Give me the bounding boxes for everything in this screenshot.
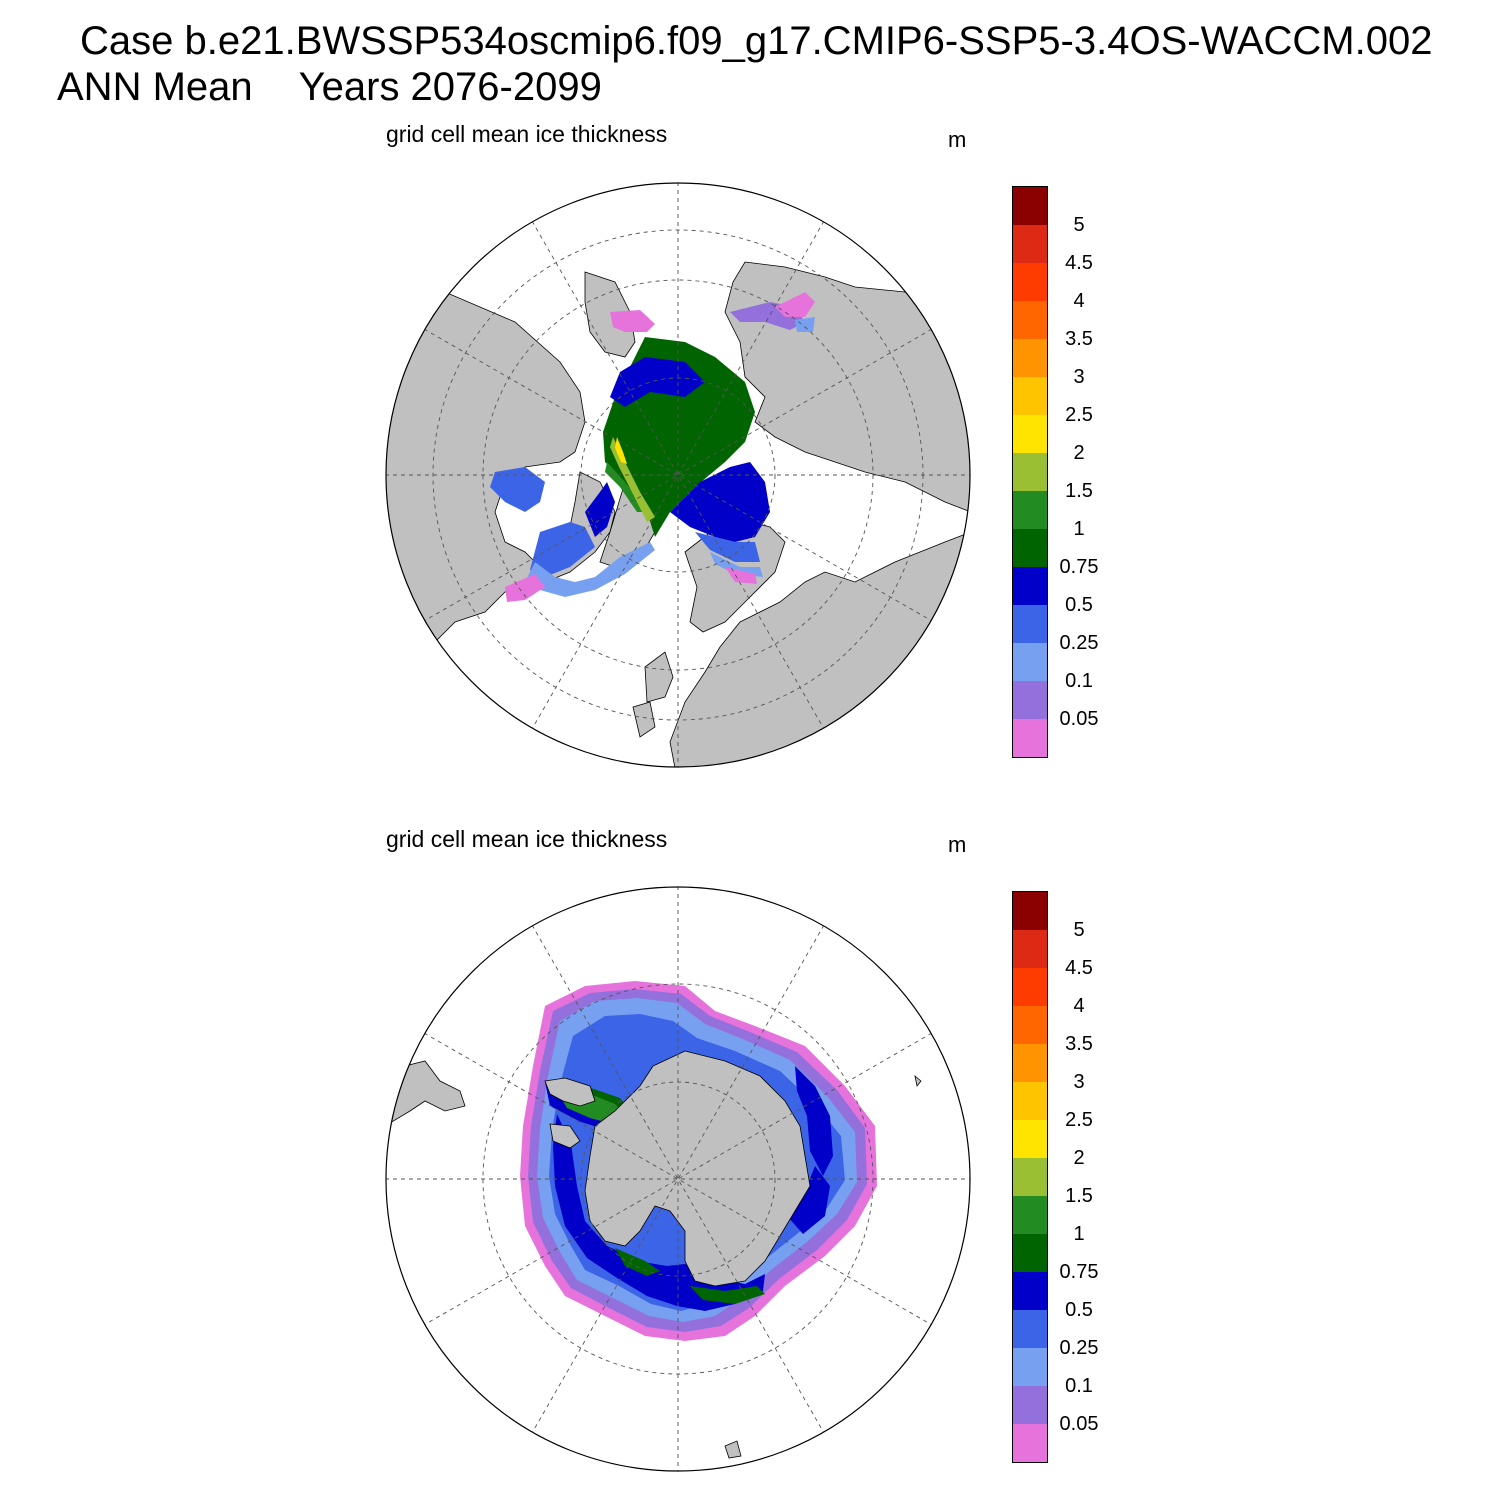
- colorbar-swatch: [1013, 263, 1047, 301]
- north-colorbar: [1012, 186, 1048, 758]
- colorbar-label: 4: [1073, 290, 1085, 312]
- south-panel-title: grid cell mean ice thickness: [386, 826, 668, 852]
- colorbar-swatch: [1013, 1424, 1047, 1462]
- north-polar-map: [385, 182, 971, 768]
- colorbar-swatch: [1013, 339, 1047, 377]
- south-colorbar: [1012, 891, 1048, 1463]
- colorbar-swatch: [1013, 1082, 1047, 1120]
- colorbar-label: 3: [1073, 1071, 1085, 1093]
- colorbar-label: 1.5: [1065, 480, 1093, 502]
- colorbar-swatch: [1013, 1044, 1047, 1082]
- colorbar-label: 0.25: [1059, 632, 1099, 654]
- years-label: Years 2076-2099: [298, 65, 602, 109]
- colorbar-swatch: [1013, 491, 1047, 529]
- colorbar-swatch: [1013, 1386, 1047, 1424]
- south-land: [386, 1050, 922, 1459]
- colorbar-label: 1.5: [1065, 1185, 1093, 1207]
- colorbar-label: 4.5: [1065, 957, 1093, 979]
- colorbar-label: 2.5: [1065, 1109, 1093, 1131]
- colorbar-swatch: [1013, 681, 1047, 719]
- case-title: Case b.e21.BWSSP534oscmip6.f09_g17.CMIP6…: [80, 19, 1433, 63]
- colorbar-swatch: [1013, 1272, 1047, 1310]
- colorbar-swatch: [1013, 930, 1047, 968]
- period-title: ANN Mean Years 2076-2099: [57, 64, 602, 110]
- colorbar-label: 1: [1073, 518, 1085, 540]
- colorbar-label: 2: [1073, 442, 1085, 464]
- colorbar-label: 2.5: [1065, 404, 1093, 426]
- colorbar-label: 0.05: [1059, 1413, 1099, 1435]
- colorbar-swatch: [1013, 301, 1047, 339]
- colorbar-label: 3.5: [1065, 328, 1093, 350]
- season-label: ANN Mean: [57, 65, 253, 109]
- colorbar-swatch: [1013, 1234, 1047, 1272]
- colorbar-label: 2: [1073, 1147, 1085, 1169]
- colorbar-swatch: [1013, 719, 1047, 757]
- colorbar-label: 5: [1073, 214, 1085, 236]
- colorbar-label: 0.5: [1065, 594, 1093, 616]
- colorbar-swatch: [1013, 187, 1047, 225]
- colorbar-label: 0.75: [1059, 1261, 1099, 1283]
- colorbar-swatch: [1013, 415, 1047, 453]
- colorbar-label: 3.5: [1065, 1033, 1093, 1055]
- colorbar-swatch: [1013, 1120, 1047, 1158]
- colorbar-swatch: [1013, 1348, 1047, 1386]
- colorbar-swatch: [1013, 643, 1047, 681]
- south-polar-map: [385, 886, 971, 1472]
- colorbar-label: 3: [1073, 366, 1085, 388]
- colorbar-swatch: [1013, 605, 1047, 643]
- colorbar-label: 4: [1073, 995, 1085, 1017]
- colorbar-label: 0.75: [1059, 556, 1099, 578]
- south-units: m: [948, 832, 967, 857]
- colorbar-label: 4.5: [1065, 252, 1093, 274]
- colorbar-label: 0.05: [1059, 708, 1099, 730]
- colorbar-label: 1: [1073, 1223, 1085, 1245]
- colorbar-swatch: [1013, 968, 1047, 1006]
- north-units: m: [948, 127, 967, 152]
- colorbar-swatch: [1013, 1006, 1047, 1044]
- colorbar-swatch: [1013, 1196, 1047, 1234]
- north-graticule: [386, 183, 970, 767]
- colorbar-label: 0.25: [1059, 1337, 1099, 1359]
- colorbar-swatch: [1013, 567, 1047, 605]
- colorbar-swatch: [1013, 892, 1047, 930]
- colorbar-swatch: [1013, 529, 1047, 567]
- colorbar-swatch: [1013, 225, 1047, 263]
- north-sea-ice: [490, 292, 815, 602]
- colorbar-label: 0.1: [1065, 670, 1093, 692]
- colorbar-label: 0.1: [1065, 1375, 1093, 1397]
- south-graticule: [386, 887, 970, 1471]
- north-panel-title: grid cell mean ice thickness: [386, 121, 668, 147]
- colorbar-swatch: [1013, 1158, 1047, 1196]
- colorbar-swatch: [1013, 453, 1047, 491]
- colorbar-swatch: [1013, 1310, 1047, 1348]
- colorbar-label: 0.5: [1065, 1299, 1093, 1321]
- colorbar-swatch: [1013, 377, 1047, 415]
- colorbar-label: 5: [1073, 919, 1085, 941]
